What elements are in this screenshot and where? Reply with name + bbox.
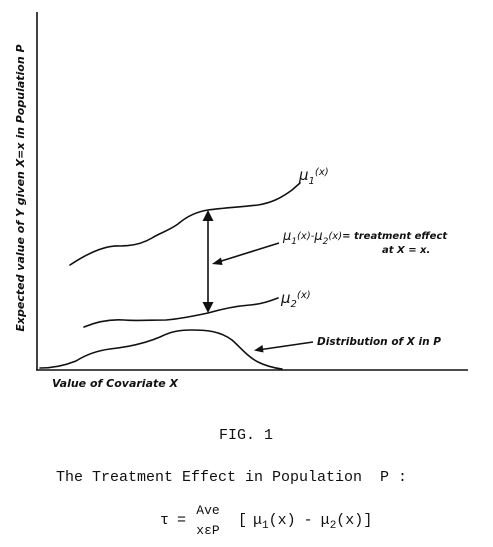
mu2-label: μ2(x)	[280, 289, 311, 310]
annotation-pointer	[214, 242, 280, 264]
figure-caption: FIG. 1	[219, 427, 273, 444]
formula-ave-subscript: xεP	[196, 523, 220, 538]
mu1-curve	[69, 182, 301, 266]
treatment-effect-annotation: μ1(x)-μ2(x)= treatment effect	[282, 229, 448, 247]
formula-bracket-expression: [μ1(x) - μ2(x)]	[238, 512, 372, 532]
annotation-pointer-head	[212, 257, 223, 265]
tau-formula: τ = Ave xεP [μ1(x) - μ2(x)]	[160, 503, 372, 538]
treatment-effect-annotation-line2: at X = x.	[382, 245, 430, 256]
formula-equals: =	[177, 512, 186, 529]
distribution-pointer	[257, 341, 314, 351]
distribution-curve	[39, 329, 283, 370]
distribution-label: Distribution of X in P	[317, 336, 441, 348]
mu2-curve	[83, 297, 279, 328]
formula-tau: τ	[160, 512, 169, 529]
distribution-pointer-head	[254, 345, 264, 353]
figure-title: The Treatment Effect in Population P :	[56, 469, 407, 486]
arrow-head-bottom	[202, 302, 214, 313]
mu1-label: μ1(x)	[298, 166, 329, 187]
y-axis-label: Expected value of Y given X=x in Populat…	[14, 44, 27, 331]
x-axis-label: Value of Covariate X	[52, 377, 179, 390]
formula-ave: Ave	[196, 503, 219, 518]
arrow-head-top	[202, 210, 214, 221]
